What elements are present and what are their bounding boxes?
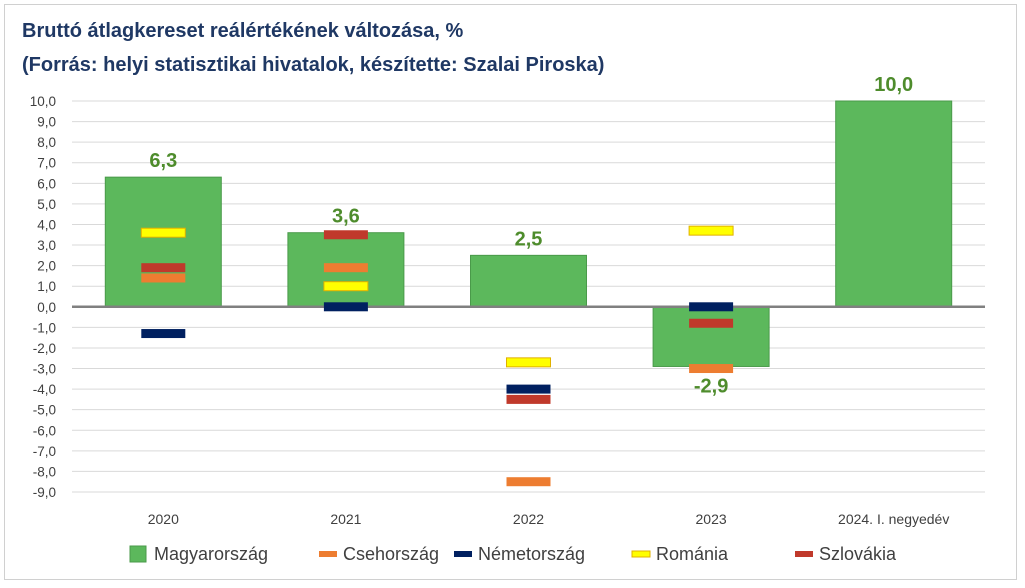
data-label: 3,6 [332, 206, 360, 228]
y-tick-label: -6,0 [33, 423, 56, 438]
legend-swatch [319, 551, 337, 557]
legend-label: Szlovákia [819, 544, 897, 564]
y-tick-label: 10,0 [30, 94, 56, 109]
marker-csehország [323, 263, 368, 273]
y-tick-label: 4,0 [37, 217, 56, 232]
marker-szlovákia [689, 318, 734, 328]
x-category-label: 2021 [330, 511, 361, 527]
y-tick-label: -1,0 [33, 320, 56, 335]
legend-swatch [129, 545, 147, 563]
marker-németország [141, 329, 186, 339]
marker-csehország [141, 273, 186, 283]
y-tick-label: 3,0 [37, 238, 56, 253]
y-tick-label: 6,0 [37, 176, 56, 191]
legend-label: Románia [656, 544, 729, 564]
bar-magyarorszag [835, 100, 953, 308]
data-label: 2,5 [515, 228, 543, 250]
y-tick-label: 8,0 [37, 135, 56, 150]
marker-románia [688, 225, 734, 236]
y-tick-label: -4,0 [33, 382, 56, 397]
y-tick-label: -8,0 [33, 464, 56, 479]
marker-csehország [506, 477, 551, 487]
legend-label: Magyarország [154, 544, 268, 564]
y-tick-label: 0,0 [37, 300, 56, 315]
y-tick-label: 2,0 [37, 259, 56, 274]
y-tick-label: -3,0 [33, 362, 56, 377]
marker-németország [689, 302, 734, 312]
data-label: -2,9 [694, 375, 728, 397]
x-category-label: 2023 [696, 511, 727, 527]
data-label: 6,3 [149, 150, 177, 172]
y-tick-label: 7,0 [37, 156, 56, 171]
legend-label: Csehország [343, 544, 439, 564]
chart-subtitle: (Forrás: helyi statisztikai hivatalok, k… [22, 54, 605, 76]
marker-szlovákia [323, 230, 368, 240]
x-category-label: 2024. I. negyedév [838, 511, 949, 527]
marker-románia [506, 357, 551, 368]
marker-csehország [689, 364, 734, 374]
y-tick-label: 5,0 [37, 197, 56, 212]
legend-label: Németország [478, 544, 585, 564]
x-category-label: 2022 [513, 511, 544, 527]
y-tick-label: -2,0 [33, 341, 56, 356]
legend-swatch [454, 551, 472, 557]
marker-németország [506, 384, 551, 394]
y-tick-label: 9,0 [37, 115, 56, 130]
data-label: 10,0 [874, 74, 913, 96]
marker-románia [140, 227, 186, 238]
y-tick-label: -5,0 [33, 403, 56, 418]
y-tick-label: -9,0 [33, 485, 56, 500]
bar-magyarorszag [104, 176, 222, 308]
legend-swatch [795, 551, 813, 557]
legend-swatch [631, 550, 651, 558]
bar-magyarorszag [652, 306, 770, 367]
marker-németország [323, 302, 368, 312]
marker-szlovákia [506, 394, 551, 404]
x-category-label: 2020 [148, 511, 179, 527]
marker-románia [323, 281, 369, 292]
y-tick-label: -7,0 [33, 444, 56, 459]
chart-title: Bruttó átlagkereset reálértékének változ… [22, 20, 464, 42]
marker-szlovákia [141, 263, 186, 273]
bar-magyarorszag [470, 254, 587, 308]
y-tick-label: 1,0 [37, 279, 56, 294]
